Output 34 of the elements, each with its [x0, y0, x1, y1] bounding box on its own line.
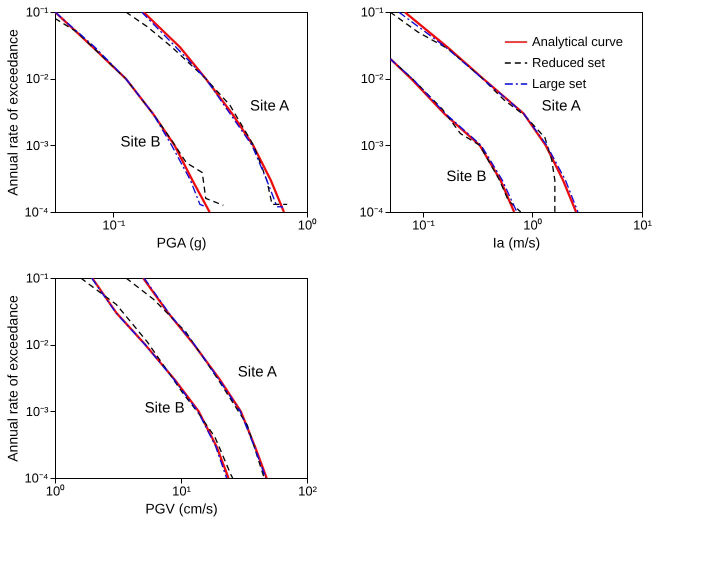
y-tick-label: 10⁻¹ — [26, 4, 50, 20]
legend-label: Large set — [532, 76, 587, 91]
y-tick-label: 10⁻¹ — [26, 270, 50, 286]
x-tick-label: 10² — [298, 484, 318, 498]
x-tick-label: 10⁻¹ — [102, 218, 126, 232]
legend-label: Analytical curve — [532, 34, 624, 49]
y-axis-title: Annual rate of exceedance — [4, 29, 20, 196]
y-tick-label: 10⁻³ — [26, 404, 50, 419]
x-tick-label: 10⁻¹ — [412, 218, 436, 232]
annotation: Site B — [120, 133, 161, 150]
y-tick-label: 10⁻³ — [360, 138, 384, 153]
x-axis-title: PGV (cm/s) — [145, 500, 218, 516]
y-axis-title: Annual rate of exceedance — [4, 295, 20, 462]
y-tick-label: 10⁻⁴ — [359, 204, 384, 220]
x-tick-label: 10⁰ — [298, 218, 318, 232]
y-tick-label: 10⁻¹ — [360, 4, 384, 20]
x-tick-label: 10⁰ — [523, 218, 543, 232]
y-tick-label: 10⁻⁴ — [24, 204, 48, 220]
y-tick-label: 10⁻³ — [26, 138, 50, 153]
annotation: Site A — [238, 364, 277, 381]
x-tick-label: 10⁰ — [46, 484, 66, 498]
x-axis-title: Ia (m/s) — [492, 234, 540, 250]
y-tick-label: 10⁻² — [26, 337, 50, 352]
annotation: Site B — [144, 399, 185, 416]
x-tick-label: 10¹ — [633, 218, 653, 232]
legend-label: Reduced set — [532, 55, 606, 70]
x-axis-title: PGA (g) — [156, 234, 206, 250]
annotation: Site B — [446, 168, 486, 186]
x-tick-label: 10¹ — [172, 484, 192, 498]
y-tick-label: 10⁻⁴ — [24, 470, 48, 486]
y-tick-label: 10⁻² — [360, 71, 384, 86]
y-tick-label: 10⁻² — [26, 71, 50, 86]
annotation: Site A — [542, 98, 581, 115]
annotation: Site A — [250, 98, 290, 115]
